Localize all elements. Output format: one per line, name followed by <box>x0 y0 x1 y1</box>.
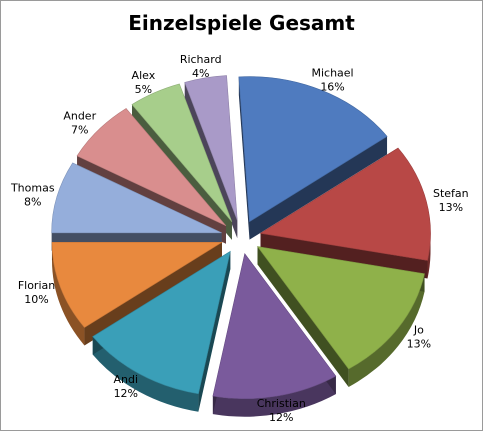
pie-slice-side-florian <box>51 242 85 346</box>
slice-label-thomas: Thomas <box>10 181 55 194</box>
pie-slice-andi <box>92 250 231 412</box>
pie-slice-richard <box>184 75 238 239</box>
pie-slice-christian <box>212 252 337 417</box>
pie-slice-florian <box>51 241 224 346</box>
pie-slice-side-andi <box>92 336 199 412</box>
slice-value-christian: 12% <box>269 411 293 424</box>
slice-label-michael: Michael <box>311 67 353 80</box>
pie-slice-michael <box>238 76 388 240</box>
slice-value-jo: 13% <box>407 337 431 350</box>
pie-slice-top-christian <box>212 252 337 399</box>
pie-slice-side-jo <box>348 273 425 387</box>
pie-slice-top-andi <box>92 250 231 395</box>
slice-label-andi: Andi <box>114 373 139 386</box>
pie-slice-top-michael <box>238 76 388 223</box>
slice-value-andi: 12% <box>114 387 138 400</box>
pie-slice-top-alex <box>131 83 233 223</box>
pie-slice-face-andi-start <box>198 251 231 412</box>
slice-value-alex: 5% <box>135 83 152 96</box>
slice-value-stefan: 13% <box>439 201 463 214</box>
slice-label-jo: Jo <box>413 323 424 336</box>
pie-slice-side-christian <box>212 376 336 417</box>
slice-label-alex: Alex <box>132 69 156 82</box>
pie-slice-top-thomas <box>51 162 222 234</box>
pie-slice-face-richard-start <box>184 82 238 239</box>
slice-value-richard: 4% <box>192 67 209 80</box>
pie-slice-top-florian <box>51 241 224 328</box>
pie-slice-face-jo-end <box>257 246 349 387</box>
pie-slice-top-stefan <box>259 147 431 261</box>
pie-slice-face-michael-end <box>249 136 388 240</box>
slice-label-ander: Ander <box>63 109 96 122</box>
slice-label-florian: Florian <box>18 279 55 292</box>
pie-slice-face-florian-start <box>84 242 222 346</box>
pie-slice-top-richard <box>184 75 238 221</box>
pie-slice-top-ander <box>76 108 227 227</box>
pie-slice-jo <box>256 246 425 387</box>
slice-label-christian: Christian <box>257 397 306 410</box>
chart-title: Einzelspiele Gesamt <box>128 11 355 35</box>
slice-value-ander: 7% <box>71 123 88 136</box>
slice-value-michael: 16% <box>320 81 344 94</box>
slice-value-florian: 10% <box>24 293 48 306</box>
slice-label-stefan: Stefan <box>433 187 469 200</box>
slice-value-thomas: 8% <box>24 195 41 208</box>
pie-slice-top-jo <box>256 246 425 370</box>
pie-slice-face-michael-start <box>238 76 250 240</box>
pie-slice-side-stefan <box>427 233 431 279</box>
slice-label-richard: Richard <box>180 53 222 66</box>
